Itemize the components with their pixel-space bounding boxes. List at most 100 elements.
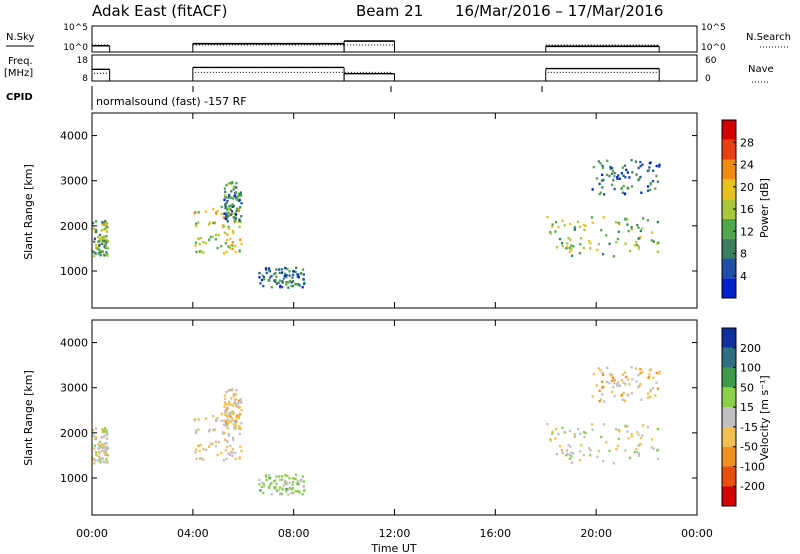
velocity-pixel — [104, 450, 107, 453]
velocity-pixel — [642, 424, 645, 427]
velocity-pixel — [225, 445, 229, 449]
power-pixel — [262, 284, 265, 288]
velocity-pixel — [232, 423, 235, 426]
power-pixel — [570, 248, 573, 251]
velocity-pixel — [103, 447, 106, 450]
velocity-pixel — [105, 453, 108, 457]
power-pixel — [225, 250, 228, 254]
velocity-pixel — [570, 461, 574, 464]
velocity-pixel — [591, 395, 594, 398]
velocity-pixel — [230, 417, 234, 420]
velocity-pixel — [228, 401, 231, 404]
power-pixel — [297, 275, 300, 279]
velocity-pixel — [263, 484, 266, 488]
velocity-pixel — [270, 492, 273, 496]
velocity-pixel — [226, 440, 229, 444]
velocity-pixel — [602, 373, 605, 377]
velocity-pixel — [616, 384, 619, 387]
power-pixel — [230, 182, 233, 185]
beam-title: Beam 21 — [356, 2, 423, 20]
velocity-cbar-swatch — [722, 387, 736, 408]
velocity-pixel — [616, 444, 620, 448]
velocity-pixel — [227, 403, 230, 406]
velocity-pixel — [637, 444, 640, 447]
x-tick-label: 08:00 — [278, 527, 310, 540]
velocity-pixel — [646, 426, 650, 429]
power-pixel — [288, 279, 292, 283]
power-pixel — [105, 235, 108, 238]
power-pixel — [602, 216, 605, 219]
velocity-pixel — [646, 392, 650, 395]
velocity-pixel — [259, 489, 262, 492]
velocity-pixel — [207, 430, 211, 433]
velocity-pixel — [97, 459, 100, 462]
power-pixel — [208, 221, 212, 224]
velocity-pixel — [278, 478, 281, 482]
velocity-pixel — [596, 455, 599, 459]
power-pixel — [220, 244, 223, 248]
power-pixel — [641, 163, 644, 166]
power-pixel — [202, 251, 205, 254]
velocity-pixel — [100, 444, 103, 448]
velocity-pixel — [237, 402, 240, 405]
power-pixel — [646, 185, 650, 188]
power-pixel — [648, 161, 651, 165]
power-pixel — [297, 282, 300, 286]
power-pixel — [549, 232, 552, 235]
velocity-pixel — [100, 446, 103, 449]
velocity-pixel — [579, 432, 582, 436]
nsky-panel: N.Sky 10^5 10^0 10^5 10^0 N.Search — [6, 23, 791, 53]
power-pixel — [222, 216, 225, 219]
power-pixel — [278, 268, 281, 271]
velocity-pixel — [198, 449, 201, 453]
power-cbar-swatch — [722, 120, 736, 140]
power-pixel — [301, 268, 305, 271]
power-pixel — [240, 201, 243, 205]
velocity-pixel — [105, 432, 108, 435]
power-pixel — [97, 240, 100, 243]
velocity-pixel — [284, 479, 287, 482]
power-pixel — [290, 284, 293, 288]
power-pixel — [590, 216, 594, 219]
velocity-pixel — [231, 451, 234, 454]
velocity-pixel — [238, 406, 241, 409]
velocity-pixel — [234, 451, 237, 455]
power-pixel — [595, 177, 598, 180]
power-pixel — [235, 207, 239, 210]
velocity-pixel — [225, 421, 228, 424]
power-pixel — [278, 271, 281, 275]
velocity-pixel — [284, 473, 287, 477]
power-pixel — [225, 238, 229, 242]
power-pixel — [194, 241, 198, 244]
velocity-pixel — [103, 444, 106, 447]
power-pixel — [630, 185, 634, 188]
power-pixel — [262, 275, 266, 279]
velocity-pixel — [222, 423, 225, 426]
power-pixel — [223, 231, 227, 234]
power-pixel — [214, 238, 218, 241]
power-pixel — [611, 166, 614, 170]
power-pixel — [97, 235, 100, 239]
power-pixel — [92, 227, 95, 230]
velocity-pixel — [569, 445, 572, 448]
power-pixel — [614, 220, 618, 224]
velocity-pixel — [107, 446, 110, 450]
velocity-pixel — [274, 479, 277, 482]
power-pixel — [222, 252, 226, 255]
power-pixel — [265, 271, 268, 275]
power-pixel — [281, 285, 284, 289]
power-pixel — [101, 239, 105, 243]
velocity-pixel — [234, 457, 237, 461]
power-pixel — [267, 267, 271, 270]
velocity-pixel — [230, 411, 233, 414]
power-pixel — [258, 271, 261, 275]
velocity-pixel — [291, 487, 295, 490]
velocity-pixel — [613, 394, 616, 398]
velocity-pixel — [93, 462, 96, 465]
velocity-pixel — [232, 419, 235, 422]
power-pixel — [633, 243, 636, 247]
velocity-pixel — [264, 474, 268, 477]
power-pixel — [198, 250, 202, 253]
power-pixel — [654, 187, 657, 190]
cpid-text: normalsound (fast) -157 RF — [96, 95, 247, 108]
